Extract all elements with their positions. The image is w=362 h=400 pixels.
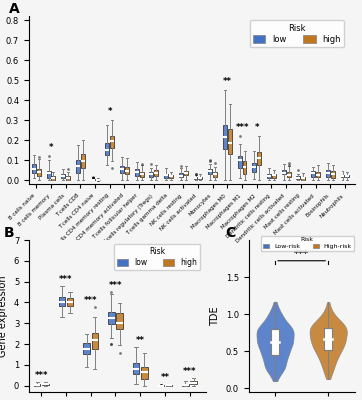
PathPatch shape	[120, 166, 124, 174]
PathPatch shape	[47, 170, 51, 178]
PathPatch shape	[164, 174, 168, 178]
Y-axis label: TDE: TDE	[210, 306, 220, 326]
PathPatch shape	[287, 172, 291, 176]
Text: **: **	[160, 373, 169, 382]
PathPatch shape	[42, 384, 49, 385]
PathPatch shape	[301, 177, 305, 180]
PathPatch shape	[179, 173, 183, 177]
PathPatch shape	[154, 170, 158, 176]
PathPatch shape	[59, 297, 65, 306]
Legend: low, high: low, high	[114, 244, 201, 270]
PathPatch shape	[208, 169, 212, 174]
Text: ***: ***	[59, 275, 73, 284]
PathPatch shape	[32, 164, 36, 172]
Text: **: **	[136, 336, 145, 345]
PathPatch shape	[267, 174, 271, 178]
PathPatch shape	[34, 384, 41, 386]
Text: A: A	[9, 2, 20, 16]
PathPatch shape	[272, 174, 276, 178]
Text: ***: ***	[235, 123, 249, 132]
PathPatch shape	[169, 175, 173, 178]
PathPatch shape	[238, 156, 241, 168]
PathPatch shape	[296, 176, 300, 179]
PathPatch shape	[252, 163, 256, 172]
PathPatch shape	[184, 171, 188, 176]
Text: *: *	[49, 143, 53, 152]
PathPatch shape	[110, 136, 114, 148]
PathPatch shape	[37, 169, 41, 176]
Text: B: B	[4, 226, 15, 240]
PathPatch shape	[190, 380, 197, 384]
PathPatch shape	[51, 176, 55, 180]
PathPatch shape	[61, 174, 65, 178]
PathPatch shape	[182, 384, 189, 386]
PathPatch shape	[76, 160, 80, 173]
PathPatch shape	[81, 154, 85, 168]
PathPatch shape	[198, 176, 202, 179]
Legend: low, high: low, high	[249, 20, 344, 47]
Text: **: **	[223, 77, 232, 86]
PathPatch shape	[213, 172, 217, 177]
PathPatch shape	[125, 167, 129, 174]
PathPatch shape	[91, 179, 94, 180]
Text: *: *	[254, 123, 259, 132]
PathPatch shape	[105, 143, 109, 155]
PathPatch shape	[166, 385, 172, 386]
Text: C: C	[225, 226, 235, 240]
PathPatch shape	[326, 170, 330, 177]
Text: ***: ***	[294, 248, 309, 258]
Bar	[324, 328, 332, 350]
Text: ***: ***	[183, 367, 196, 376]
PathPatch shape	[135, 168, 139, 176]
PathPatch shape	[311, 172, 315, 177]
PathPatch shape	[345, 175, 349, 177]
PathPatch shape	[228, 130, 232, 154]
PathPatch shape	[83, 343, 90, 354]
Legend: Low-risk, High-risk: Low-risk, High-risk	[261, 236, 354, 251]
PathPatch shape	[194, 178, 198, 180]
PathPatch shape	[282, 170, 286, 174]
PathPatch shape	[116, 313, 123, 329]
PathPatch shape	[243, 161, 247, 174]
PathPatch shape	[331, 171, 335, 178]
PathPatch shape	[150, 172, 153, 176]
Text: ***: ***	[109, 281, 122, 290]
PathPatch shape	[140, 172, 144, 177]
PathPatch shape	[341, 174, 345, 177]
Text: *: *	[108, 107, 112, 116]
PathPatch shape	[257, 152, 261, 165]
PathPatch shape	[92, 333, 98, 349]
PathPatch shape	[316, 172, 320, 177]
PathPatch shape	[66, 176, 70, 180]
Text: ***: ***	[34, 371, 48, 380]
Bar	[271, 329, 279, 355]
PathPatch shape	[67, 298, 73, 306]
PathPatch shape	[223, 124, 227, 149]
PathPatch shape	[141, 367, 148, 379]
PathPatch shape	[133, 363, 139, 374]
Y-axis label: Gene expression: Gene expression	[0, 275, 8, 357]
PathPatch shape	[108, 312, 115, 324]
Text: ***: ***	[84, 296, 97, 304]
